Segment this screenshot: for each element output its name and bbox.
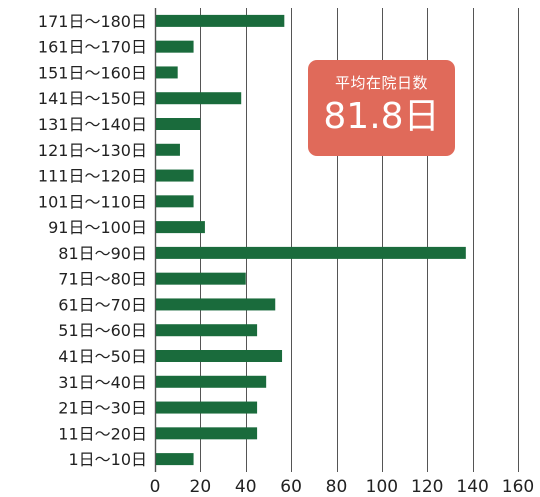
bar bbox=[156, 272, 246, 285]
badge-value: 81.8日 bbox=[323, 96, 440, 137]
bar bbox=[156, 221, 205, 234]
bar bbox=[156, 195, 194, 208]
category-label: 51日〜60日 bbox=[58, 321, 147, 340]
x-tick-label: 0 bbox=[150, 477, 161, 497]
category-label: 131日〜140日 bbox=[38, 115, 147, 134]
category-label: 41日〜50日 bbox=[58, 347, 147, 366]
category-label: 81日〜90日 bbox=[58, 244, 147, 263]
bar bbox=[156, 118, 201, 130]
category-label: 111日〜120日 bbox=[38, 167, 147, 186]
badge-label: 平均在院日数 bbox=[334, 74, 428, 92]
bar bbox=[156, 143, 180, 156]
bar bbox=[156, 92, 242, 105]
x-tick-label: 80 bbox=[326, 477, 348, 497]
bar bbox=[156, 66, 178, 79]
bar bbox=[156, 375, 267, 388]
bar bbox=[156, 427, 258, 440]
bar bbox=[156, 246, 466, 259]
category-label: 141日〜150日 bbox=[38, 89, 147, 108]
bar bbox=[156, 298, 276, 311]
category-label: 171日〜180日 bbox=[38, 12, 147, 31]
x-tick-label: 120 bbox=[411, 477, 443, 497]
x-tick-label: 140 bbox=[456, 477, 488, 497]
category-label: 161日〜170日 bbox=[38, 38, 147, 57]
category-label: 1日〜10日 bbox=[68, 450, 147, 469]
bar bbox=[156, 401, 258, 414]
category-label: 21日〜30日 bbox=[58, 399, 147, 418]
average-stay-badge: 平均在院日数 81.8日 bbox=[308, 60, 455, 156]
bar bbox=[156, 14, 285, 27]
bars bbox=[156, 14, 466, 466]
bar bbox=[156, 40, 194, 53]
category-label: 151日〜160日 bbox=[38, 63, 147, 82]
x-tick-label: 20 bbox=[190, 477, 212, 497]
category-label: 11日〜20日 bbox=[58, 424, 147, 443]
category-label: 71日〜80日 bbox=[58, 270, 147, 289]
x-tick-label: 40 bbox=[235, 477, 257, 497]
category-label: 101日〜110日 bbox=[38, 192, 147, 211]
x-tick-label: 100 bbox=[366, 477, 398, 497]
x-tick-labels: 0 20 40 60 80 100 120 140 160 bbox=[150, 477, 535, 497]
bar bbox=[156, 169, 194, 182]
category-label: 31日〜40日 bbox=[58, 373, 147, 392]
bar bbox=[156, 324, 258, 337]
category-labels: 171日〜180日 161日〜170日 151日〜160日 141日〜150日 131日… bbox=[38, 12, 147, 469]
category-label: 61日〜70日 bbox=[58, 295, 147, 314]
category-label: 91日〜100日 bbox=[48, 218, 147, 237]
x-tick-label: 60 bbox=[280, 477, 302, 497]
x-tick-label: 160 bbox=[502, 477, 534, 497]
bar bbox=[156, 453, 194, 466]
bar bbox=[156, 350, 283, 362]
category-label: 121日〜130日 bbox=[38, 141, 147, 160]
